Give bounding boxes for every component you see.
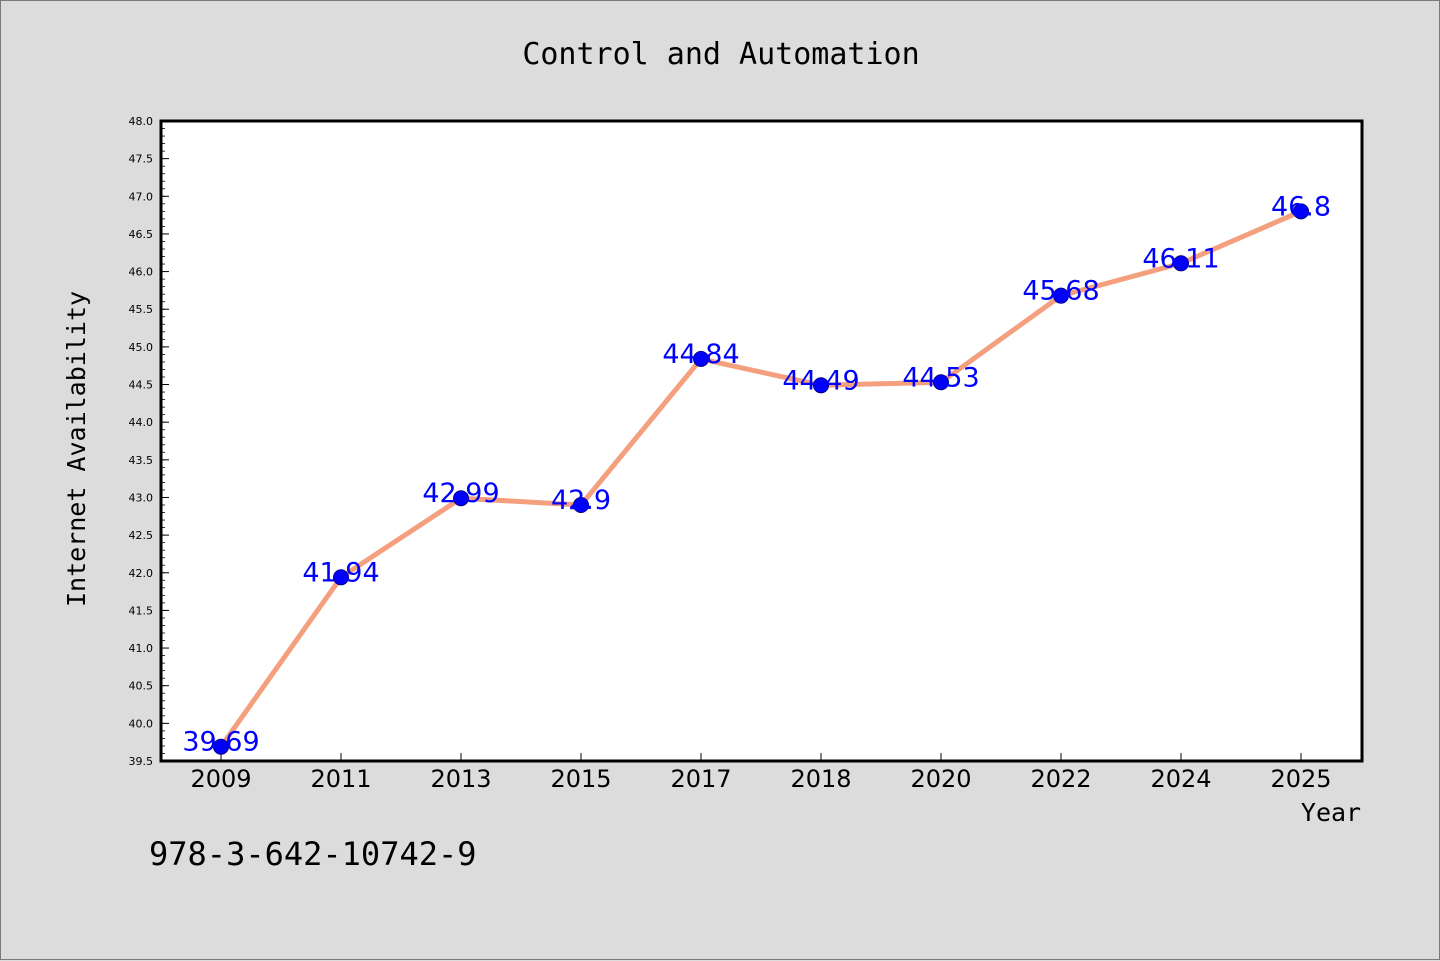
data-label: 46.11 — [1142, 243, 1219, 274]
data-point — [813, 377, 829, 394]
y-tick-label: 40.0 — [129, 717, 154, 730]
data-label: 44.49 — [782, 365, 859, 396]
y-tick-label: 42.5 — [129, 529, 154, 542]
data-label: 44.53 — [902, 362, 979, 393]
data-point — [1293, 203, 1309, 220]
y-tick-label: 47.5 — [129, 153, 154, 166]
x-tick-label: 2011 — [310, 765, 371, 793]
y-tick-label: 43.5 — [129, 454, 154, 467]
series-line — [218, 208, 1304, 750]
y-tick-label: 42.0 — [129, 567, 154, 580]
data-point — [573, 497, 589, 513]
x-tick-label: 2017 — [670, 765, 731, 793]
data-point — [1173, 255, 1189, 272]
data-point — [333, 569, 349, 586]
y-axis-label: Internet Availability — [62, 291, 91, 607]
y-tick-label: 40.5 — [129, 680, 154, 693]
y-tick-label: 46.5 — [129, 228, 154, 241]
series-polyline — [218, 208, 1304, 750]
isbn-annotation: 978-3-642-10742-9 — [149, 835, 477, 873]
x-tick-label: 2013 — [430, 765, 491, 793]
x-axis: 2009 2011 2013 2015 2017 2018 2020 2022 2024 2025 — [190, 753, 1332, 793]
data-label: 39.69 — [182, 727, 259, 758]
y-axis: 39.5 40.0 40.5 41.0 41.5 42.0 42.5 43.0 43.5 44.0… — [129, 115, 169, 768]
y-tick-label: 39.5 — [129, 755, 154, 768]
data-label: 45.68 — [1022, 276, 1099, 307]
data-markers — [213, 203, 1309, 755]
y-tick-label: 48.0 — [129, 115, 154, 128]
data-label: 42.9 — [551, 485, 611, 516]
data-point — [453, 490, 469, 507]
y-tick-label: 43.0 — [129, 491, 154, 504]
x-tick-label: 2025 — [1270, 765, 1331, 793]
y-tick-label: 46.0 — [129, 266, 154, 279]
data-label: 46.8 — [1271, 191, 1331, 222]
data-point — [213, 738, 229, 755]
y-tick-label: 44.0 — [129, 416, 154, 429]
chart-title: Control and Automation — [522, 37, 919, 72]
x-tick-label: 2024 — [1150, 765, 1211, 793]
data-label: 41.94 — [302, 557, 379, 588]
x-tick-label: 2022 — [1030, 765, 1091, 793]
y-tick-label: 41.0 — [129, 642, 154, 655]
y-tick-label: 41.5 — [129, 604, 154, 617]
x-tick-label: 2015 — [550, 765, 611, 793]
y-tick-label: 45.5 — [129, 303, 154, 316]
data-point — [933, 374, 949, 391]
data-label: 42.99 — [422, 478, 499, 509]
data-point — [1053, 287, 1069, 304]
data-labels: 39.69 41.94 42.99 42.9 44.84 44.49 44.53 45.68 4… — [182, 191, 1331, 757]
y-tick-label: 44.5 — [129, 379, 154, 392]
x-tick-label: 2020 — [910, 765, 971, 793]
x-tick-label: 2009 — [190, 765, 251, 793]
x-tick-label: 2018 — [790, 765, 851, 793]
y-tick-label: 47.0 — [129, 190, 154, 203]
data-label: 44.84 — [662, 339, 739, 370]
data-point — [693, 350, 709, 367]
x-axis-label: Year — [1301, 798, 1361, 827]
y-tick-label: 45.0 — [129, 341, 154, 354]
plot-area — [159, 119, 1364, 763]
